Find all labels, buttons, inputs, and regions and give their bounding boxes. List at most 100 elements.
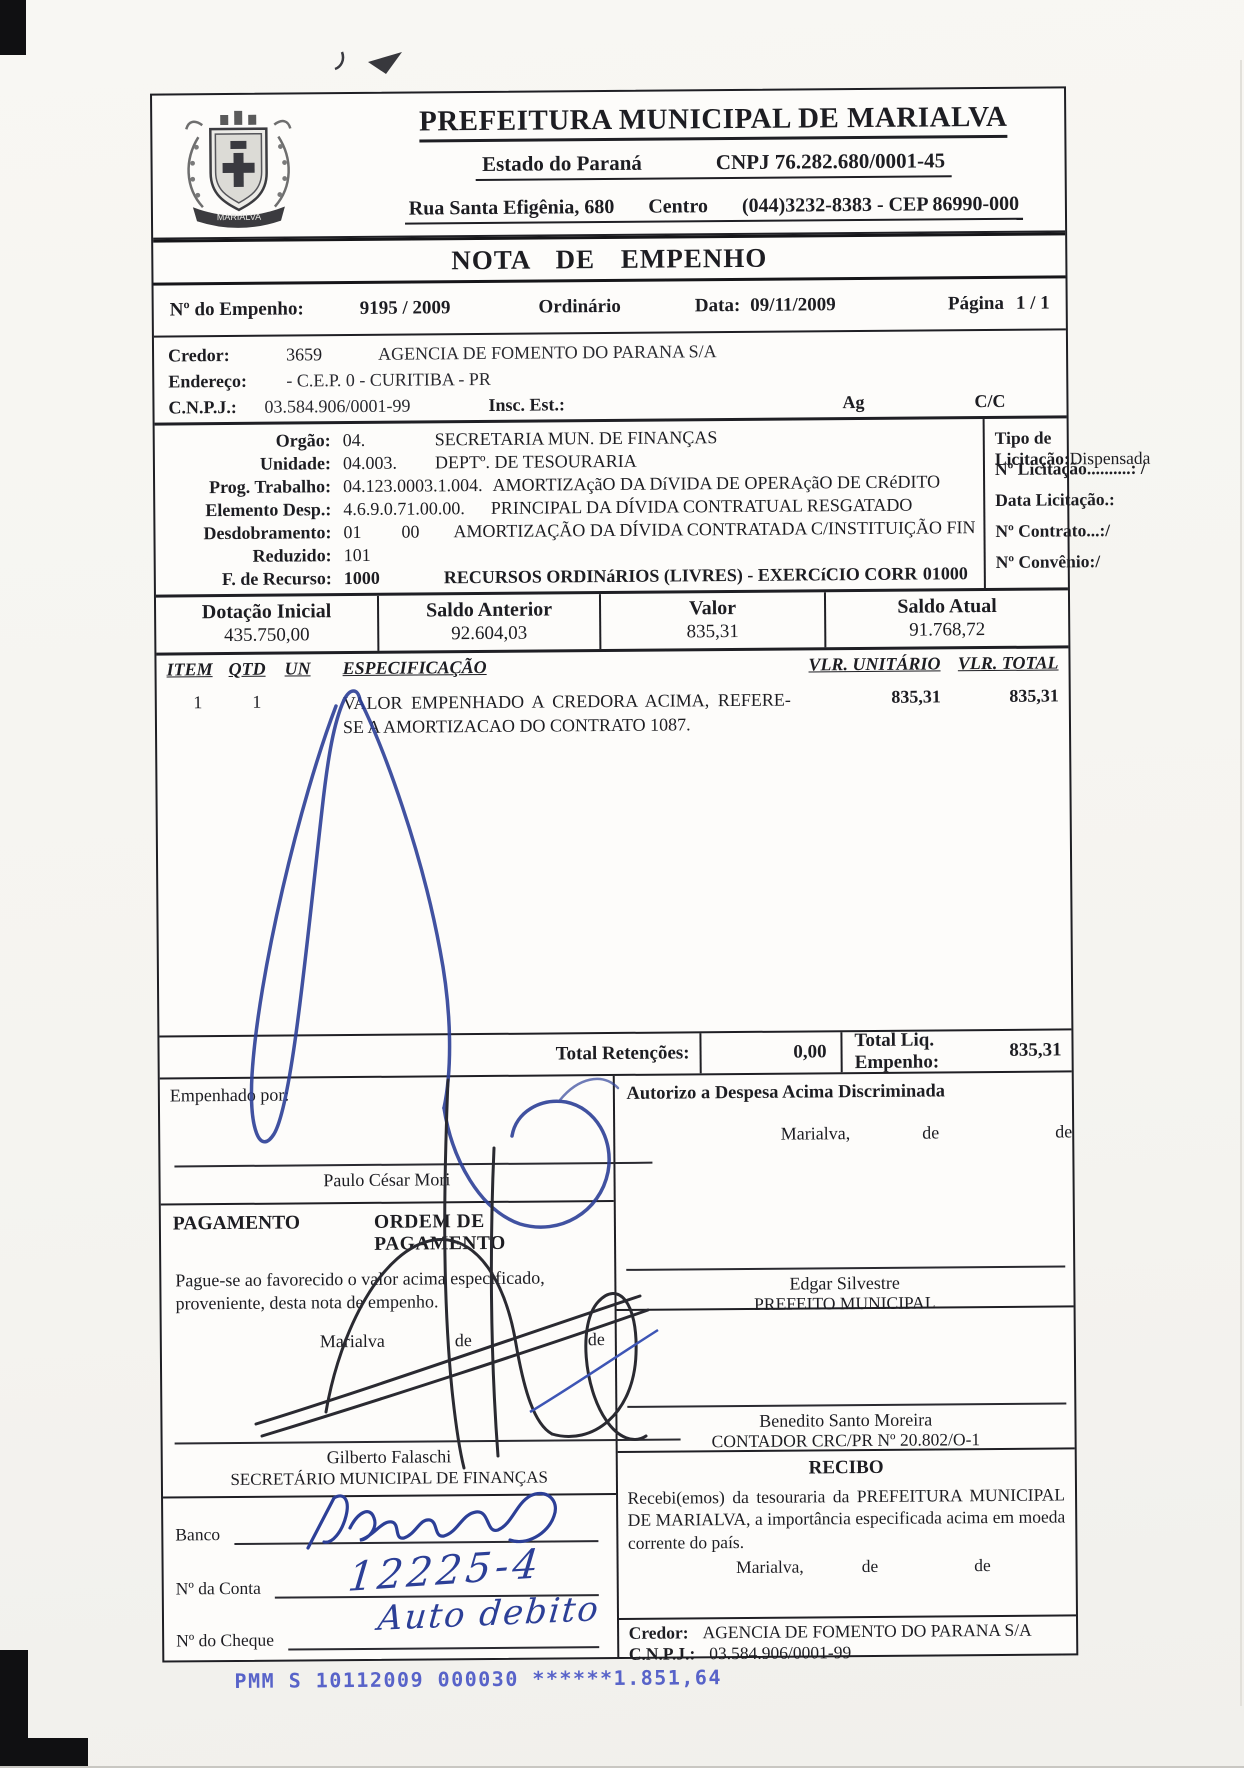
municipal-crest-logo: MARIALVA	[185, 110, 292, 228]
retentions-label: Total Retenções:	[159, 1033, 702, 1078]
date-label: Data:	[694, 294, 741, 317]
org-phone-cep: (044)3232-8383 - CEP 86990-000	[741, 192, 1020, 217]
payment-title: PAGAMENTO	[172, 1212, 301, 1235]
empenho-number-label: Nº do Empenho:	[169, 298, 304, 321]
empenho-type: Ordinário	[538, 295, 621, 318]
receipt-creditor-label: Credor:	[628, 1622, 689, 1643]
date-value: 09/11/2009	[750, 294, 836, 316]
resource-source-code: 1000	[343, 567, 380, 589]
committed-by-name: Paulo César Mori	[323, 1169, 451, 1191]
bidding-date-label: Data Licitação.:	[995, 489, 1115, 510]
unit-label: Unidade:	[259, 453, 332, 474]
organ-code: 04.	[342, 429, 366, 451]
scan-artifact-top-left	[0, 0, 26, 55]
net-total-cell: Total Liq. Empenho: 835,31	[842, 1029, 1071, 1074]
org-state: Estado do Paraná	[481, 150, 642, 176]
state-reg-label: Insc. Est.:	[488, 393, 566, 415]
receipt-creditor-name: AGENCIA DE FOMENTO DO PARANA S/A	[702, 1619, 1032, 1643]
org-title: PREFEITURA MUNICIPAL DE MARIALVA	[418, 100, 1008, 143]
scan-edge-shadow	[1240, 60, 1242, 1706]
agency-label: Ag	[842, 391, 865, 412]
resource-source-desc: RECURSOS ORDINáRIOS (LIVRES) - EXERCíCIO…	[443, 563, 918, 588]
contract-number-label: Nº Contrato...:/	[995, 520, 1111, 541]
item-unit-value: 835,31	[891, 686, 941, 707]
org-district: Centro	[648, 195, 709, 218]
address-value: - C.E.P. 0 - CURITIBA - PR	[286, 368, 491, 391]
payment-divider	[163, 1492, 616, 1499]
authorization-date-line: Marialva, de de	[780, 1121, 1073, 1144]
breakdown-label: Desdobramento:	[203, 522, 332, 544]
cheque-number-label: Nº do Cheque	[176, 1629, 275, 1651]
page-label: Página	[947, 292, 1004, 315]
scan-artifact-bottom-left-foot	[0, 1738, 88, 1766]
reduced-label: Reduzido:	[252, 545, 332, 566]
budget-left: Orgão: 04. SECRETARIA MUN. DE FINANÇAS U…	[155, 419, 984, 594]
breakdown-code2: 00	[401, 521, 420, 542]
committed-by-signature-line	[174, 1161, 653, 1168]
page-value: 1 / 1	[1015, 292, 1050, 314]
org-subtitle-row: Estado do Paraná CNPJ 76.282.680/0001-45	[475, 148, 952, 182]
receipt-text: Recebi(emos) da tesouraria da PREFEITURA…	[627, 1484, 1066, 1553]
expense-element-desc: PRINCIPAL DA DÍVIDA CONTRATUAL RESGATADO	[490, 494, 913, 518]
creditor-name: AGENCIA DE FOMENTO DO PARANA S/A	[377, 340, 717, 364]
payment-order-title: ORDEM DE PAGAMENTO	[373, 1211, 506, 1255]
accountant-box: Benedito Santo Moreira CONTADOR CRC/PR N…	[616, 1307, 1075, 1453]
secretary-role: SECRETÁRIO MUNICIPAL DE FINANÇAS	[230, 1467, 548, 1490]
creditor-label: Credor:	[167, 344, 230, 365]
org-street: Rua Santa Efigênia, 680	[408, 195, 615, 220]
receipt-date-line: Marialva, de de	[736, 1555, 991, 1578]
secretary-signature-line	[174, 1438, 681, 1445]
item-total-value: 835,31	[1009, 685, 1059, 706]
unit-code: 04.003.	[342, 452, 397, 474]
initial-allocation-cell: Dotação Inicial 435.750,00	[155, 595, 380, 653]
payment-instruction-text: Pague-se ao favorecido o valor acima esp…	[175, 1267, 545, 1314]
items-table-header: ITEM QTD UN ESPECIFICAÇÃO VLR. UNITÁRIO …	[166, 652, 1059, 680]
resource-source-code2: 01000	[922, 563, 968, 584]
document-form: MARIALVA PREFEITURA MUNICIPAL DE MARIALV…	[150, 86, 1160, 1733]
previous-balance-cell: Saldo Anterior 92.604,03	[378, 594, 602, 651]
bank-label: Banco	[175, 1524, 221, 1545]
budget-classification-section: Orgão: 04. SECRETARIA MUN. DE FINANÇAS U…	[154, 417, 1160, 598]
net-total-value: 835,31	[1009, 1039, 1062, 1061]
creditor-section: Credor: 3659 AGENCIA DE FOMENTO DO PARAN…	[153, 330, 1067, 426]
receipt-title: RECIBO	[808, 1456, 884, 1479]
accountant-signature-line	[626, 1402, 1067, 1408]
totals-row: Total Retenções: 0,00 Total Liq. Empenho…	[159, 1029, 1072, 1080]
document-title: NOTA DE EMPENHO	[153, 232, 1066, 286]
value-cell: Valor 835,31	[600, 592, 827, 650]
organ-label: Orgão:	[275, 430, 331, 451]
item-row: 1 1 VALOR EMPENHADO A CREDORA ACIMA, REF…	[167, 685, 1059, 741]
expense-element-label: Elemento Desp.:	[205, 499, 332, 521]
receipt-box: RECIBO Recebi(emos) da tesouraria da PRE…	[617, 1449, 1077, 1620]
bidding-info-column: Tipo de Licitação:Dispensada Nº Licitaçã…	[982, 417, 1160, 589]
work-program-label: Prog. Trabalho:	[209, 476, 332, 498]
breakdown-code: 01	[343, 521, 362, 543]
org-cnpj: CNPJ 76.282.680/0001-45	[715, 148, 946, 175]
organ-desc: SECRETARIA MUN. DE FINANÇAS	[434, 427, 718, 450]
items-table: ITEM QTD UN ESPECIFICAÇÃO VLR. UNITÁRIO …	[156, 648, 1072, 1038]
breakdown-desc: AMORTIZAÇÃO DA DÍVIDA CONTRATADA C/INSTI…	[453, 517, 976, 542]
item-specification: VALOR EMPENHADO A CREDORA ACIMA, REFERE-…	[342, 689, 791, 738]
empenho-number: 9195 / 2009	[359, 297, 451, 319]
bidding-number-label: Nº Licitação..........: /	[994, 457, 1146, 479]
expense-element-code: 4.6.9.0.71.00.00.	[343, 498, 465, 520]
secretary-name: Gilberto Falaschi	[326, 1446, 452, 1468]
signatures-region: Empenhado por: Paulo César Mori PAGAMENT…	[159, 1072, 1077, 1665]
account-label: C/C	[974, 390, 1006, 411]
net-total-label: Total Liq. Empenho:	[854, 1029, 940, 1074]
agreement-number-label: Nº Convênio:/	[995, 551, 1101, 572]
dot-matrix-print-line: PMM S 10112009 000030 ******1.851,64	[234, 1665, 723, 1693]
work-program-code: 04.123.0003.1.004.	[343, 474, 483, 497]
committed-by-label: Empenhado por:	[169, 1084, 290, 1106]
receipt-cnpj-label: C.N.P.J.:	[628, 1643, 696, 1664]
receipt-cnpj-value: 03.584.906/0001-99	[709, 1642, 852, 1664]
allocation-summary-row: Dotação Inicial 435.750,00 Saldo Anterio…	[155, 590, 1069, 656]
payment-date-line: Marialva de de	[319, 1328, 605, 1352]
resource-source-label: F. de Recurso:	[221, 568, 332, 590]
address-label: Endereço:	[168, 370, 248, 391]
empenho-header-row: Nº do Empenho: 9195 / 2009 Ordinário Dat…	[153, 278, 1066, 338]
retentions-value: 0,00	[701, 1032, 843, 1074]
svg-text:MARIALVA: MARIALVA	[217, 212, 261, 222]
receipt-creditor-box: Credor: AGENCIA DE FOMENTO DO PARANA S/A…	[619, 1616, 1077, 1665]
